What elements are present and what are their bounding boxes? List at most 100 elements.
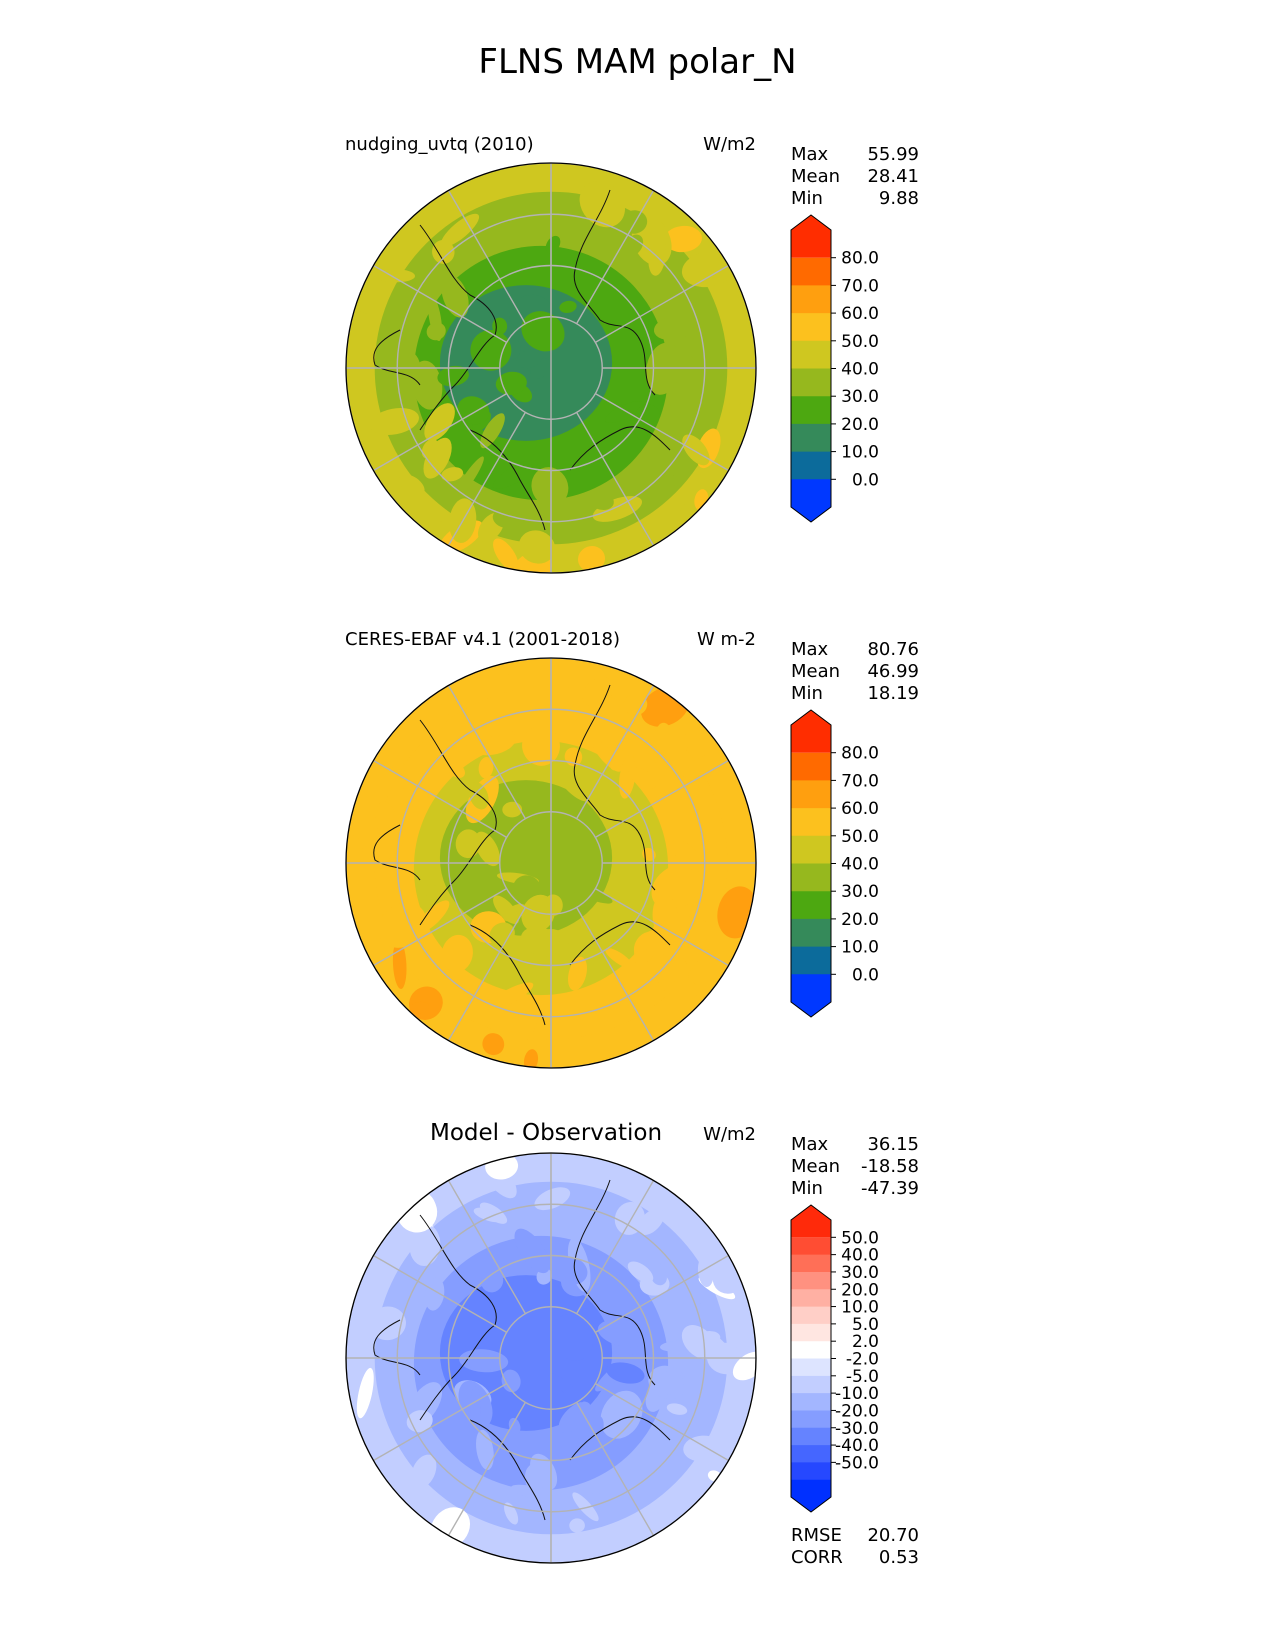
panel-units: W m-2 xyxy=(696,629,756,650)
stat-value: 36.15 xyxy=(867,1134,919,1155)
meridian-line xyxy=(595,759,729,838)
field-patch xyxy=(465,726,516,756)
map-field xyxy=(346,163,756,573)
field-patch xyxy=(666,1403,688,1415)
stat-label: RMSE xyxy=(791,1525,842,1546)
colorbar-segment xyxy=(791,368,831,397)
colorbar-segment xyxy=(791,1410,831,1429)
coastline xyxy=(469,1419,546,1521)
colorbar-tick-label: -2.0 xyxy=(846,1350,879,1370)
meridian-line xyxy=(576,190,655,324)
meridian-line xyxy=(447,190,526,324)
colorbar-tick-label: 30.0 xyxy=(841,882,879,902)
field-patch xyxy=(481,1269,504,1293)
field-patch xyxy=(579,181,626,228)
field-patch xyxy=(591,739,622,772)
colorbar-tick-label: -20.0 xyxy=(835,1401,879,1421)
field-patch xyxy=(674,916,715,941)
coastline xyxy=(569,1416,671,1461)
colorbar-segment xyxy=(791,340,831,370)
coastline xyxy=(373,329,421,386)
coastline xyxy=(373,1319,421,1376)
colorbar-segment xyxy=(791,423,831,453)
field-patch xyxy=(621,210,648,234)
colorbar-tick-label: -30.0 xyxy=(835,1419,879,1439)
colorbar-tick-label: 40.0 xyxy=(841,1246,879,1266)
field-patch xyxy=(531,467,569,507)
field-patch xyxy=(378,902,427,948)
field-patch xyxy=(424,403,455,442)
field-patch xyxy=(545,235,561,254)
coastline xyxy=(373,824,421,881)
stats-block: Max 80.76 Mean 46.99 Min 18.19 xyxy=(791,639,919,705)
map-boundary xyxy=(345,657,757,1069)
field-patch xyxy=(648,234,666,276)
map-boundary xyxy=(345,1152,757,1564)
meridian-line xyxy=(447,1180,526,1314)
field-patch xyxy=(670,978,698,1001)
field-patch xyxy=(446,761,466,778)
field-patch xyxy=(732,1351,756,1381)
field-patch xyxy=(681,251,736,288)
panel-title: Model - Observation xyxy=(430,1120,663,1146)
colorbar-segment xyxy=(791,1375,831,1394)
stat-value: 28.41 xyxy=(867,166,919,187)
field-patch xyxy=(482,1033,505,1056)
stat-value: 9.88 xyxy=(878,188,919,209)
colorbar-segment xyxy=(791,257,831,286)
field-patch xyxy=(521,311,565,352)
coastline xyxy=(469,429,546,531)
colorbar-tick-label: 2.0 xyxy=(852,1332,879,1352)
colorbar-tick-label: 10.0 xyxy=(841,1298,879,1318)
colorbar-segment xyxy=(791,215,831,258)
colorbar-tick-label: -40.0 xyxy=(835,1436,879,1456)
field-patch xyxy=(651,1268,667,1286)
stat-label: Mean xyxy=(791,661,841,682)
panel-title: nudging_uvtq (2010) xyxy=(345,134,534,155)
field-patch xyxy=(558,1401,591,1434)
colorbar-tick-label: 50.0 xyxy=(841,827,879,847)
field-patch xyxy=(559,300,577,314)
field-patch xyxy=(573,716,597,730)
meridian-line xyxy=(373,888,507,967)
field-patch xyxy=(558,774,587,802)
field-patch xyxy=(654,725,688,758)
colorbar-outline xyxy=(790,1204,832,1513)
coastline xyxy=(573,1179,656,1386)
field-patch xyxy=(480,413,505,449)
field-patch xyxy=(387,787,408,803)
meridian-line xyxy=(373,393,507,472)
field-patch xyxy=(657,773,691,799)
field-patch xyxy=(451,456,484,503)
stat-label: Min xyxy=(791,1178,823,1199)
field-patch xyxy=(728,392,743,407)
colorbar-segment xyxy=(791,1358,831,1377)
colorbar-tick-label: 30.0 xyxy=(841,387,879,407)
panel-model: nudging_uvtq (2010) W/m2 Max 55.99 Mean 28… xyxy=(0,130,1275,610)
colorbar-tick-label: -50.0 xyxy=(835,1453,879,1473)
colorbar-tick-label: 30.0 xyxy=(841,1263,879,1283)
field-patch xyxy=(387,347,420,377)
stats-block: Max 55.99 Mean 28.41 Min 9.88 xyxy=(791,144,919,210)
meridian-line xyxy=(447,907,526,1041)
field-patch xyxy=(592,496,643,522)
colorbar-segment xyxy=(791,1254,831,1273)
colorbar-tick-label: 70.0 xyxy=(841,276,879,296)
field-patch xyxy=(693,1331,721,1348)
colorbar-tick-label: -10.0 xyxy=(835,1384,879,1404)
colorbar: 50.040.030.020.010.05.02.0-2.0-5.0-10.0-… xyxy=(790,1204,879,1513)
colorbar-segment xyxy=(791,1237,831,1256)
field-patch xyxy=(577,546,606,572)
meridian-line xyxy=(373,759,507,838)
field-patch xyxy=(520,829,540,860)
colorbar: 80.0 70.0 60.0 50.0 40.0 30.0 20.0 10.0 0.0 xyxy=(790,709,879,1018)
stat-label: Min xyxy=(791,683,823,704)
colorbar-segment xyxy=(791,1427,831,1446)
field-patch xyxy=(348,311,373,332)
colorbar-tick-label: 60.0 xyxy=(841,799,879,819)
colorbar-segment xyxy=(791,479,831,522)
field-patch xyxy=(489,922,515,947)
field-patch xyxy=(623,234,644,257)
field-patch xyxy=(397,381,424,395)
field-patch xyxy=(473,1207,504,1223)
